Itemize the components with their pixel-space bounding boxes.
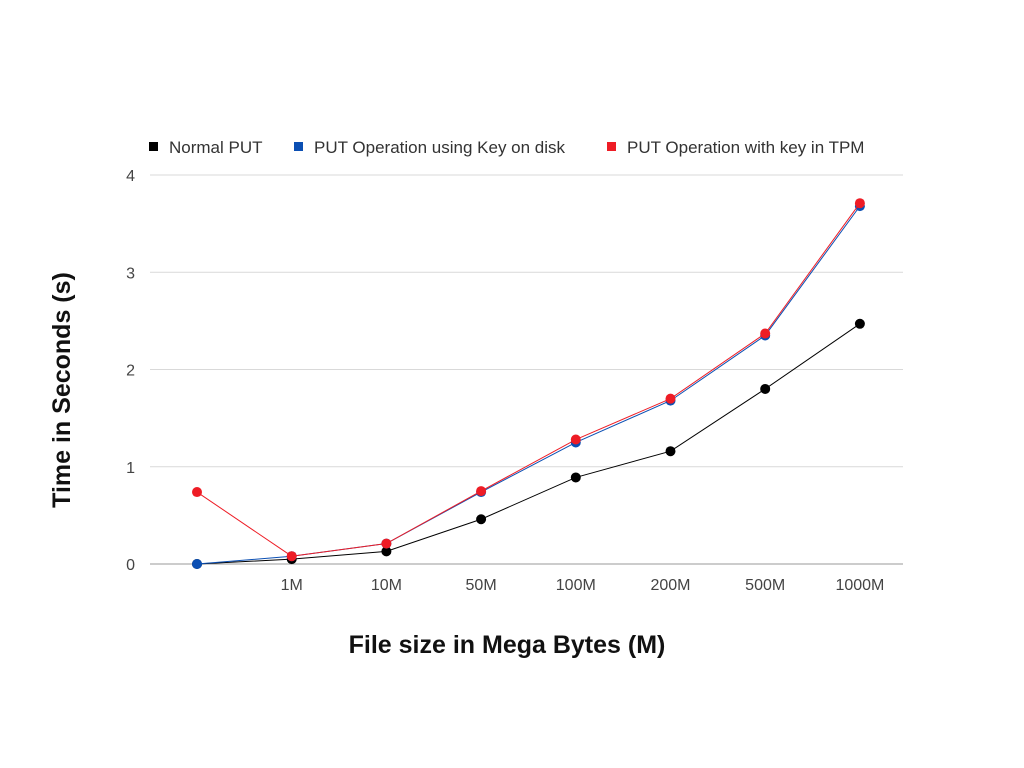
- x-axis-title: File size in Mega Bytes (M): [349, 631, 666, 659]
- x-tick-label: 100M: [556, 577, 596, 594]
- data-point: [854, 318, 865, 329]
- series-normal-put: [192, 318, 865, 569]
- data-point: [381, 546, 392, 557]
- data-point: [381, 538, 392, 549]
- legend-item: PUT Operation using Key on disk: [294, 138, 566, 157]
- y-tick-label: 0: [126, 557, 135, 574]
- series-line: [196, 205, 861, 565]
- y-tick-label: 1: [126, 460, 135, 477]
- legend-item: Normal PUT: [149, 138, 263, 157]
- x-tick-label: 1000M: [835, 577, 884, 594]
- data-point: [476, 514, 487, 525]
- x-tick-label: 10M: [371, 577, 402, 594]
- legend-label: Normal PUT: [169, 138, 263, 157]
- legend: Normal PUT PUT Operation using Key on dis…: [149, 138, 864, 157]
- series-layer: [192, 198, 865, 569]
- y-tick-label: 3: [126, 265, 135, 282]
- legend-swatch: [607, 142, 616, 151]
- data-point: [192, 559, 202, 569]
- data-point: [760, 383, 771, 394]
- y-tick-label: 4: [126, 168, 135, 185]
- series-line: [196, 202, 861, 557]
- y-axis-title: Time in Seconds (s): [48, 272, 76, 508]
- x-tick-label: 200M: [650, 577, 690, 594]
- data-point: [192, 487, 202, 498]
- data-point: [570, 472, 581, 483]
- data-point: [476, 486, 487, 497]
- data-point: [570, 434, 581, 445]
- x-tick-label: 500M: [745, 577, 785, 594]
- legend-label: PUT Operation using Key on disk: [314, 138, 566, 157]
- series-put-operation-with-key-in-tpm: [192, 198, 865, 562]
- axes: 0 1 2 3 4 1M 10M 50M 100M 200M 500M 1000M: [126, 168, 884, 594]
- grid-lines: [150, 174, 903, 565]
- data-point: [665, 446, 676, 457]
- data-point: [665, 393, 676, 404]
- legend-swatch: [149, 142, 158, 151]
- legend-item: PUT Operation with key in TPM: [607, 138, 864, 157]
- data-point: [854, 198, 865, 209]
- x-tick-label: 50M: [466, 577, 497, 594]
- x-tick-label: 1M: [281, 577, 303, 594]
- series-line: [196, 323, 861, 565]
- data-point: [760, 328, 771, 339]
- y-tick-label: 2: [126, 363, 135, 380]
- legend-swatch: [294, 142, 303, 151]
- data-point: [286, 551, 297, 562]
- legend-label: PUT Operation with key in TPM: [627, 138, 864, 157]
